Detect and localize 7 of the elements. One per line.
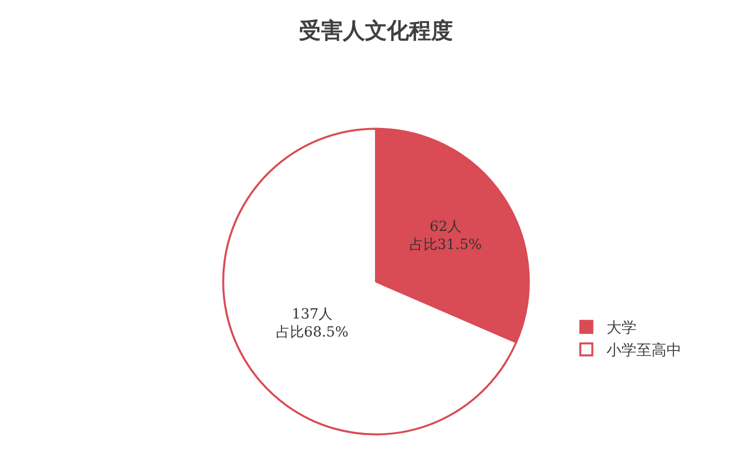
legend-label: 小学至高中 — [606, 341, 682, 360]
text: 占比31.5% — [409, 236, 482, 253]
text: 137人 — [292, 306, 333, 322]
text: 占比68.5% — [276, 324, 348, 341]
legend-label: 大学 — [606, 318, 636, 337]
chart-title: 受害人文化程度 — [299, 18, 453, 44]
text: 62人 — [430, 218, 462, 235]
